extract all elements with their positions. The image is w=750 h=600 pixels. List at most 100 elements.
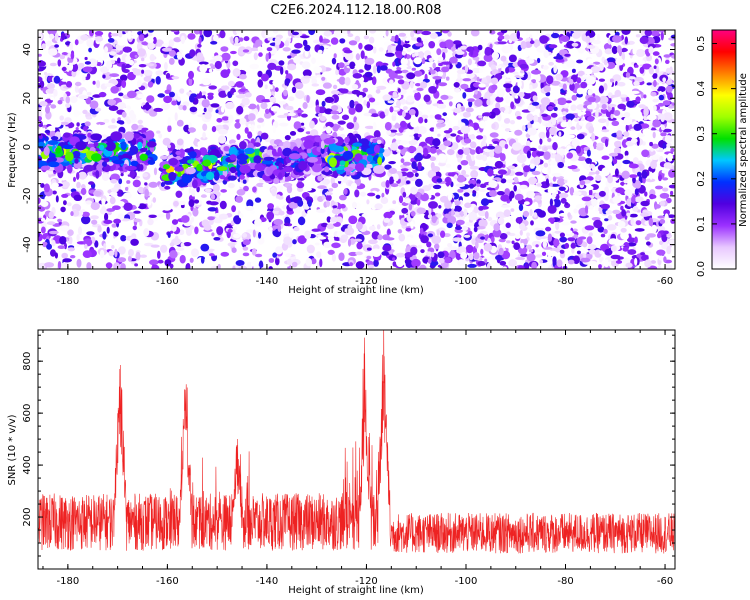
heatmap-cell [129, 170, 136, 178]
heatmap-cell [632, 206, 639, 212]
heatmap-cell [392, 151, 398, 155]
heatmap-cell [450, 133, 457, 137]
heatmap-cell [252, 229, 256, 238]
heatmap-cell [305, 258, 312, 267]
heatmap-cell [650, 91, 657, 97]
heatmap-cell [111, 118, 116, 124]
heatmap-band-cell [236, 154, 249, 161]
heatmap-cell [178, 104, 184, 111]
heatmap-cell [500, 204, 511, 208]
heatmap-cell [659, 240, 663, 245]
heatmap-cell [120, 263, 126, 269]
heatmap-cell [586, 149, 591, 157]
heatmap-cell [70, 211, 74, 217]
heatmap-cell [666, 245, 672, 255]
heatmap-cell [405, 37, 410, 42]
heatmap-cell [258, 260, 264, 269]
heatmap-cell [540, 97, 551, 106]
heatmap-cell [417, 244, 423, 249]
heatmap-cell [330, 90, 340, 95]
heatmap-cell [59, 236, 67, 245]
heatmap-cell [153, 167, 158, 176]
heatmap-cell [363, 35, 370, 40]
heatmap-band-cell [306, 156, 319, 163]
heatmap-cell [275, 185, 284, 191]
heatmap-cell [332, 205, 338, 209]
heatmap-cell [219, 30, 226, 39]
heatmap-cell [571, 247, 575, 254]
heatmap-cell [324, 96, 335, 103]
heatmap-cell [535, 254, 543, 258]
heatmap-cell [453, 40, 462, 45]
heatmap-cell [132, 225, 137, 231]
heatmap-cell [627, 237, 636, 243]
heatmap-cell [388, 161, 396, 165]
heatmap-cell [390, 183, 399, 188]
heatmap-cell [71, 210, 80, 217]
heatmap-cell [652, 51, 660, 56]
heatmap-cell [333, 53, 337, 59]
heatmap-cell [54, 44, 59, 48]
heatmap-cell [264, 111, 272, 119]
heatmap-cell [189, 95, 195, 103]
heatmap-cell [436, 229, 440, 236]
heatmap-cell [338, 62, 345, 69]
heatmap-band-cell [112, 159, 125, 165]
heatmap-cell [164, 259, 172, 267]
heatmap-cell [478, 219, 488, 228]
heatmap-cell [623, 179, 628, 184]
heatmap-cell [84, 61, 91, 65]
heatmap-cell [478, 206, 484, 211]
heatmap-cell [309, 46, 314, 56]
heatmap-cell [606, 118, 609, 127]
heatmap-cell [572, 228, 578, 232]
heatmap-cell [180, 242, 185, 248]
heatmap-cell [427, 233, 434, 238]
heatmap-cell [643, 94, 647, 99]
heatmap-cell [543, 162, 549, 168]
heatmap-cell [635, 49, 646, 57]
heatmap-cell [641, 170, 648, 179]
heatmap-band-cell [120, 141, 127, 151]
heatmap-cell [630, 138, 638, 144]
heatmap-cell [101, 172, 110, 181]
heatmap-cell [569, 82, 575, 92]
heatmap-cell [167, 125, 172, 133]
heatmap-cell [639, 66, 645, 74]
heatmap-cell [489, 150, 495, 158]
heatmap-cell [505, 95, 511, 104]
heatmap-cell [552, 176, 557, 182]
heatmap-cell [288, 201, 299, 209]
heatmap-cell [621, 52, 626, 61]
heatmap-cell [208, 68, 213, 73]
heatmap-cell [317, 49, 323, 55]
heatmap-cell [86, 262, 92, 269]
heatmap-cell [623, 112, 631, 118]
heatmap-cell [464, 64, 469, 74]
heatmap-cell [517, 80, 522, 88]
heatmap-cell [629, 213, 638, 218]
heatmap-cell [169, 263, 174, 269]
heatmap-cell [134, 54, 138, 58]
heatmap-cell [163, 95, 173, 104]
heatmap-cell [189, 257, 194, 263]
heatmap-cell [127, 30, 132, 40]
heatmap-cell [495, 96, 504, 103]
heatmap-cell [361, 213, 368, 217]
heatmap-cell [339, 194, 347, 201]
heatmap-cell [374, 203, 383, 210]
heatmap-cell [242, 252, 250, 257]
heatmap-cell [549, 127, 556, 136]
heatmap-band-cell [159, 155, 168, 160]
heatmap-cell [38, 123, 43, 127]
heatmap-cell [220, 106, 225, 113]
heatmap-cell [177, 200, 186, 206]
heatmap-cell [553, 238, 560, 247]
heatmap-cell [531, 261, 537, 269]
heatmap-cell [611, 120, 620, 127]
heatmap-cell [557, 110, 561, 114]
heatmap-cell [524, 263, 529, 269]
heatmap-cell [543, 151, 551, 160]
heatmap-cell [211, 232, 215, 237]
heatmap-cell [327, 264, 336, 269]
